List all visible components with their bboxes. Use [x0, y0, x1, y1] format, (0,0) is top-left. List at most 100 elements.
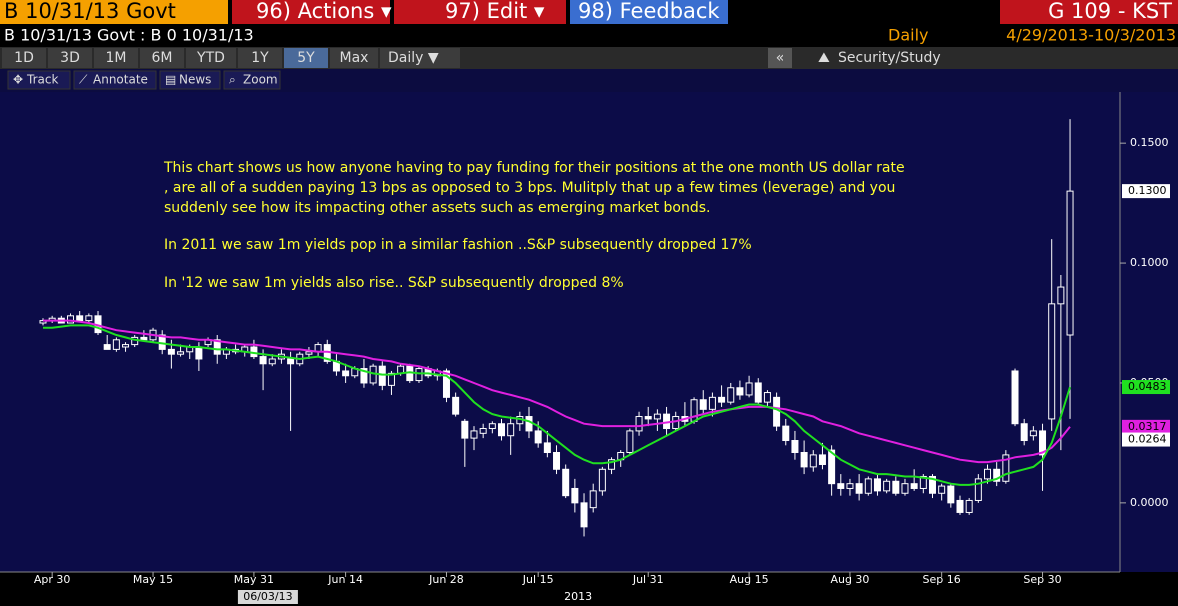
candle-body [167, 348, 175, 355]
candle-body [773, 396, 781, 427]
tool-icon: ▤ [165, 73, 176, 87]
tool-label: News [179, 73, 211, 87]
candle-body [782, 425, 790, 442]
period-button[interactable] [284, 48, 328, 68]
x-tick-label: Jul 15 [522, 573, 554, 586]
x-tick-label: Jun 14 [327, 573, 363, 586]
feedback-button[interactable] [570, 0, 728, 24]
tool-button[interactable] [223, 70, 281, 90]
tool-button[interactable] [159, 70, 221, 90]
period-button[interactable] [94, 48, 138, 68]
candle-body [177, 351, 185, 355]
edit-button[interactable] [394, 0, 566, 24]
candle-body [268, 358, 276, 365]
tools: ✥ Track ⟋ Annotate ▤ News ⌕ Zoom [7, 70, 281, 90]
tool-button[interactable] [7, 70, 71, 90]
frequency-button[interactable] [380, 48, 460, 68]
candle-body [305, 351, 313, 355]
candle-body [928, 475, 936, 494]
candle-body [442, 370, 450, 398]
value-tag-label: 0.0317 [1128, 420, 1167, 433]
security-field[interactable] [0, 0, 228, 24]
date-range: 4/29/2013-10/3/2013 [1006, 26, 1176, 45]
tool-icon: ✥ [13, 73, 23, 87]
candle-body [498, 423, 505, 437]
candle-body [452, 396, 460, 415]
candle-body [112, 339, 120, 350]
x-tick-label: Aug 30 [830, 573, 869, 586]
candle-body [387, 372, 395, 386]
candle-body [699, 399, 707, 410]
value-tag [1122, 380, 1170, 395]
period-button[interactable] [140, 48, 184, 68]
edit: 97) Edit ▾ [445, 0, 545, 23]
value-tag-label: 0.1300 [1128, 184, 1167, 197]
candle-body [653, 413, 661, 420]
candle-body [974, 478, 982, 501]
candle-body [873, 478, 881, 492]
candle-body [754, 382, 762, 403]
year-label: 2013 [564, 590, 592, 603]
candle-body [626, 430, 634, 453]
candle-body [479, 428, 487, 434]
x-tick-label: Jul 31 [632, 573, 664, 586]
tool-icon: ⟋ [79, 73, 88, 87]
candle-body [67, 315, 75, 324]
feedback: 98) Feedback [578, 0, 720, 23]
value-tag-label: 0.0483 [1128, 380, 1167, 393]
period-buttons: 1D 3D 1M 6M YTD 1Y 5Y Max [2, 48, 378, 68]
y-tick-label: 0.0000 [1130, 496, 1169, 509]
candle-body [800, 452, 808, 468]
candle-body [1048, 303, 1056, 420]
period-button[interactable] [2, 48, 46, 68]
period-label: 6M [152, 50, 173, 66]
x-tick-label: Sep 16 [923, 573, 961, 586]
value-tag-label: 0.0264 [1128, 433, 1167, 446]
candle-body [892, 480, 900, 494]
frequency: Daily [888, 26, 928, 45]
period-button[interactable] [330, 48, 378, 68]
annotation-line: In '12 we saw 1m yields also rise.. S&P … [164, 275, 624, 291]
candle-body [828, 449, 836, 485]
candle-body [984, 468, 992, 480]
period-button[interactable] [238, 48, 282, 68]
actions-button[interactable] [232, 0, 390, 24]
annotation-line: suddenly see how its impacting other ass… [164, 200, 711, 216]
period-label: 3D [60, 50, 80, 66]
collapse-button[interactable] [768, 48, 792, 68]
moving-average [43, 319, 1071, 464]
candle-body [507, 423, 515, 437]
candle-body [76, 315, 84, 322]
candle-body [1039, 430, 1047, 456]
candle-body [837, 483, 845, 489]
period-button[interactable] [186, 48, 236, 68]
tool-label: Track [26, 73, 58, 87]
candle-body [818, 454, 826, 465]
x-tick-label: Jun 28 [428, 573, 464, 586]
candle-body [360, 368, 368, 384]
candle-body [1002, 454, 1010, 482]
frequency-label: Daily ▼ [388, 50, 439, 66]
candle-body [608, 459, 616, 470]
candle-body [589, 490, 597, 509]
period-label: Max [340, 50, 369, 66]
candle-body [525, 416, 533, 432]
annotation-line: , are all of a sudden paying 13 bps as o… [164, 180, 895, 196]
candle-body [461, 420, 469, 439]
tool-button[interactable] [73, 70, 157, 90]
x-tick-label: Sep 30 [1023, 573, 1061, 586]
value-tag [1122, 419, 1170, 434]
candle-body [553, 452, 561, 470]
candle-body [635, 416, 643, 432]
x-axis-area [0, 572, 1178, 606]
x-tick-label: Apr 30 [34, 573, 71, 586]
candle-body [855, 483, 863, 494]
period-button[interactable] [48, 48, 92, 68]
candle-body [534, 430, 542, 444]
tool-label: Annotate [93, 73, 148, 87]
study[interactable]: Security/Study [838, 50, 941, 66]
candle-body [708, 396, 716, 410]
candle-body [883, 480, 891, 492]
candle-body [901, 483, 909, 494]
